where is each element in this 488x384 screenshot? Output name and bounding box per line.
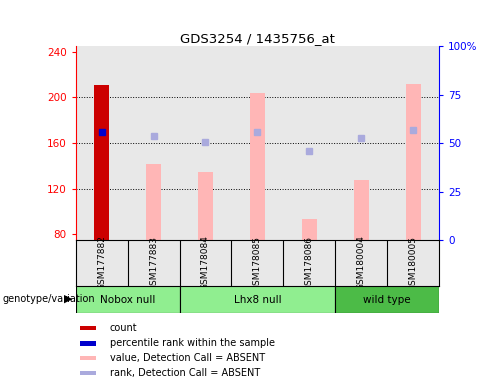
Bar (354, 180, 368, 240)
Bar (80, 341, 97, 346)
Bar (80, 371, 97, 376)
Text: percentile rank within the sample: percentile rank within the sample (110, 338, 275, 348)
Bar (231, 46, 284, 240)
Text: GSM180005: GSM180005 (409, 235, 418, 291)
Bar (335, 286, 439, 313)
Bar (284, 46, 335, 240)
Text: value, Detection Call = ABSENT: value, Detection Call = ABSENT (110, 353, 265, 363)
Bar (302, 220, 317, 240)
Text: genotype/variation: genotype/variation (2, 294, 95, 304)
Text: GSM177882: GSM177882 (97, 236, 106, 290)
Text: GSM180004: GSM180004 (357, 236, 366, 290)
Bar (387, 46, 439, 240)
Text: GSM178085: GSM178085 (253, 235, 262, 291)
Bar (76, 46, 127, 240)
Text: GSM178084: GSM178084 (201, 236, 210, 290)
Bar (94, 85, 109, 240)
Text: Lhx8 null: Lhx8 null (234, 295, 281, 305)
Text: GSM177883: GSM177883 (149, 235, 158, 291)
Bar (335, 46, 387, 240)
Bar (180, 286, 335, 313)
Bar (127, 46, 180, 240)
Text: ▶: ▶ (64, 294, 72, 304)
Text: count: count (110, 323, 137, 333)
Text: wild type: wild type (364, 295, 411, 305)
Bar (80, 356, 97, 360)
Text: rank, Detection Call = ABSENT: rank, Detection Call = ABSENT (110, 368, 260, 378)
Bar (406, 84, 421, 240)
Bar (198, 172, 213, 240)
Title: GDS3254 / 1435756_at: GDS3254 / 1435756_at (180, 32, 335, 45)
Bar (146, 164, 161, 240)
Text: Nobox null: Nobox null (100, 295, 155, 305)
Bar (76, 286, 180, 313)
Bar (80, 326, 97, 330)
Text: GSM178086: GSM178086 (305, 235, 314, 291)
Bar (180, 46, 231, 240)
Bar (250, 93, 264, 240)
